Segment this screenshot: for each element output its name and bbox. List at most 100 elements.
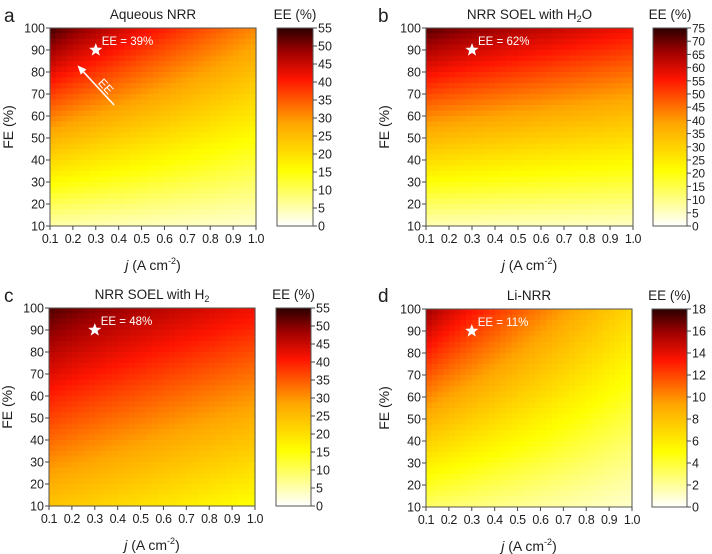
heatmap-cell — [443, 468, 450, 475]
heatmap-cell — [170, 116, 177, 123]
heatmap-cell — [232, 489, 239, 496]
heatmap-cell — [250, 39, 257, 46]
heatmap-cell — [557, 496, 564, 503]
heatmap-cell — [541, 187, 548, 194]
heatmap-cell — [140, 401, 147, 408]
heatmap-cell — [118, 127, 125, 134]
heatmap-cell — [511, 320, 519, 327]
heatmap-cell — [197, 451, 205, 458]
heatmap-cell — [174, 500, 182, 507]
heatmap-cell — [500, 160, 508, 167]
heatmap-cell — [72, 165, 80, 172]
heatmap-cell — [78, 143, 85, 150]
heatmap-cell — [500, 165, 508, 172]
heatmap-cell — [621, 110, 628, 117]
heatmap-cell — [67, 39, 74, 46]
heatmap-cell — [546, 386, 553, 393]
heatmap-cell — [454, 193, 462, 200]
heatmap-cell — [50, 121, 57, 128]
heatmap-cell — [210, 39, 217, 46]
heatmap-cell — [106, 401, 113, 408]
heatmap-cell — [210, 182, 217, 189]
heatmap-cell — [118, 116, 125, 123]
heatmap-cell — [243, 335, 250, 342]
heatmap-cell — [175, 182, 183, 189]
heatmap-cell — [598, 55, 605, 62]
heatmap-cell — [610, 143, 617, 150]
heatmap-cell — [78, 55, 85, 62]
heatmap-cell — [164, 61, 171, 68]
heatmap-cell — [460, 61, 467, 68]
heatmap-cell — [448, 501, 456, 508]
heatmap-cell — [221, 77, 228, 84]
heatmap-cell — [152, 445, 159, 452]
heatmap-cell — [471, 397, 479, 404]
heatmap-cell — [238, 154, 246, 161]
heatmap-cell — [250, 171, 257, 178]
heatmap-cell — [117, 319, 124, 326]
heatmap-cell — [215, 77, 223, 84]
heatmap-cell — [117, 379, 124, 386]
heatmap-cell — [477, 154, 485, 161]
heatmap-cell — [135, 33, 143, 40]
heatmap-cell — [244, 165, 251, 172]
heatmap-cell — [437, 116, 444, 123]
heatmap-cell — [89, 357, 96, 364]
heatmap-cell — [187, 132, 194, 139]
heatmap-cell — [460, 171, 467, 178]
heatmap-cell — [546, 331, 553, 338]
heatmap-cell — [66, 385, 73, 392]
heatmap-cell — [489, 99, 496, 106]
heatmap-cell — [214, 429, 222, 436]
heatmap-cell — [84, 66, 91, 73]
heatmap-cell — [558, 116, 565, 123]
heatmap-cell — [83, 473, 90, 480]
heatmap-cell — [192, 440, 199, 447]
heatmap-cell — [124, 149, 131, 156]
heatmap-cell — [627, 176, 634, 183]
heatmap-cell — [106, 473, 113, 480]
heatmap-cell — [621, 61, 628, 68]
heatmap-cell — [546, 132, 554, 139]
heatmap-cell — [541, 99, 548, 106]
heatmap-cell — [557, 490, 564, 497]
x-tick-label: 0.8 — [579, 232, 596, 246]
heatmap-cell — [55, 33, 63, 40]
heatmap-cell — [124, 83, 131, 90]
heatmap-cell — [518, 149, 525, 156]
heatmap-cell — [454, 457, 461, 464]
heatmap-cell — [227, 116, 234, 123]
heatmap-cell — [558, 127, 565, 134]
heatmap-cell — [598, 165, 605, 172]
heatmap-cell — [174, 335, 182, 342]
heatmap-cell — [71, 319, 79, 326]
heatmap-cell — [232, 341, 239, 348]
heatmap-cell — [61, 50, 68, 57]
heatmap-cell — [581, 154, 588, 161]
heatmap-cell — [437, 347, 444, 354]
heatmap-cell — [49, 456, 56, 463]
heatmap-cell — [181, 88, 188, 95]
heatmap-cell — [477, 369, 484, 376]
heatmap-cell — [488, 490, 496, 497]
heatmap-cell — [552, 138, 559, 145]
heatmap-cell — [448, 490, 456, 497]
heatmap-cell — [517, 375, 524, 382]
colorbar-tick-label: 45 — [692, 101, 705, 115]
heatmap-cell — [243, 429, 250, 436]
heatmap-cell — [193, 121, 200, 128]
heatmap-cell — [238, 39, 246, 46]
heatmap-cell — [534, 479, 542, 486]
heatmap-cell — [174, 429, 182, 436]
heatmap-cell — [546, 198, 554, 205]
heatmap-cell — [244, 110, 251, 117]
heatmap-cell — [232, 429, 239, 436]
heatmap-cell — [158, 121, 166, 128]
marker-label: EE = 39% — [102, 36, 153, 48]
heatmap-cell — [233, 220, 240, 227]
heatmap-cell — [558, 94, 565, 101]
heatmap-cell — [512, 220, 519, 227]
heatmap-cell — [557, 320, 564, 327]
heatmap-cell — [523, 364, 530, 371]
heatmap-cell — [209, 412, 216, 419]
